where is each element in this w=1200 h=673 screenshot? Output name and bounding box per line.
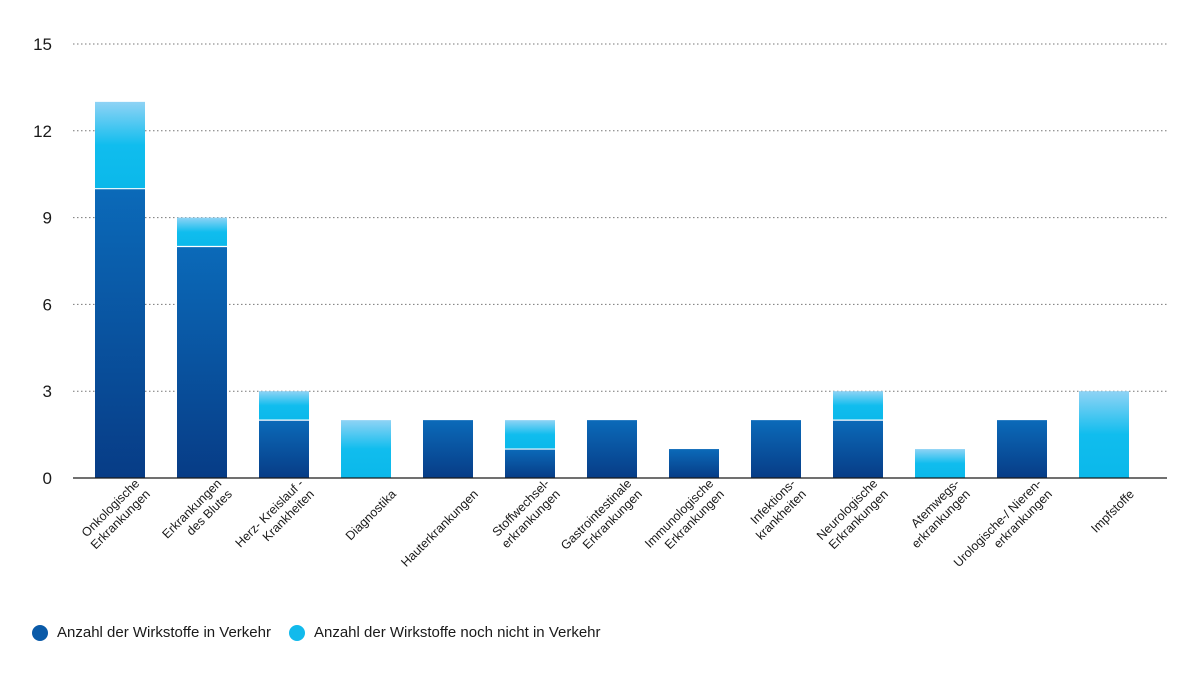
legend: Anzahl der Wirkstoffe in Verkehr Anzahl … [32,624,601,641]
bar-noch-nicht-in-verkehr [95,101,145,189]
x-axis-labels: OnkologischeErkrankungen Erkrankungendes … [77,476,1137,570]
bar-in-verkehr [423,420,473,478]
y-axis-ticks: 0 3 6 9 12 15 [33,35,52,488]
bar-in-verkehr [669,449,719,478]
legend-label: Anzahl der Wirkstoffe noch nicht in Verk… [313,624,601,641]
x-tick-label-line: Impfstoffe [1088,487,1137,536]
bar-in-verkehr [833,420,883,478]
x-tick-label: Erkrankungendes Blutes [159,476,235,552]
bar-noch-nicht-in-verkehr [505,420,555,450]
grid-lines [73,43,1167,392]
x-tick-label: ImmunologischeErkrankungen [642,476,727,561]
x-tick-label-line: Hauterkrankungen [398,487,481,570]
x-tick-label-line: Diagnostika [343,487,399,543]
x-tick-label: Hauterkrankungen [398,487,481,570]
x-tick-label: Diagnostika [343,487,399,543]
y-tick-label: 6 [43,295,52,314]
bar-in-verkehr [587,420,637,478]
x-tick-label: Herz- Kreislauf -Krankheiten [233,476,317,560]
legend-label: Anzahl der Wirkstoffe in Verkehr [57,624,271,641]
bar-noch-nicht-in-verkehr [259,391,309,421]
legend-item-noch-nicht-in-verkehr: Anzahl der Wirkstoffe noch nicht in Verk… [288,624,601,641]
bar-in-verkehr [259,420,309,478]
bar-noch-nicht-in-verkehr [833,391,883,421]
y-tick-label: 3 [43,382,52,401]
bar-in-verkehr [95,188,145,478]
bars [95,101,1129,478]
x-tick-label: NeurologischeErkrankungen [814,476,891,553]
bar-in-verkehr [505,449,555,478]
x-tick-label: GastrointestinaleErkrankungen [558,476,645,563]
x-tick-label: Atemwegs-erkrankungen [898,476,973,551]
bar-in-verkehr [751,420,801,478]
legend-swatch-dark-blue-icon [32,624,48,641]
x-tick-label: Infektions-krankheiten [743,476,809,542]
x-tick-label: Stoffwechsel-erkrankungen [488,476,563,551]
y-tick-label: 0 [43,469,52,488]
bar-noch-nicht-in-verkehr [1079,391,1129,478]
bar-noch-nicht-in-verkehr [915,449,965,478]
y-tick-label: 9 [43,209,52,228]
legend-swatch-light-blue-icon [288,624,305,641]
legend-item-in-verkehr: Anzahl der Wirkstoffe in Verkehr [32,624,271,641]
x-tick-label: Impfstoffe [1088,487,1137,536]
bar-in-verkehr [177,246,227,478]
bar-in-verkehr [997,420,1047,478]
x-tick-label: OnkologischeErkrankungen [77,476,153,552]
y-tick-label: 12 [33,122,52,141]
bar-noch-nicht-in-verkehr [177,217,227,247]
y-tick-label: 15 [33,35,52,54]
bar-noch-nicht-in-verkehr [341,420,391,478]
